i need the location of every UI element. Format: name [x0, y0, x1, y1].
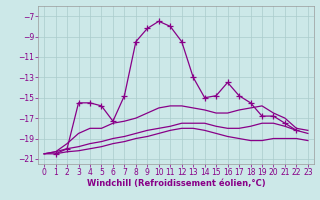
X-axis label: Windchill (Refroidissement éolien,°C): Windchill (Refroidissement éolien,°C) [87, 179, 265, 188]
